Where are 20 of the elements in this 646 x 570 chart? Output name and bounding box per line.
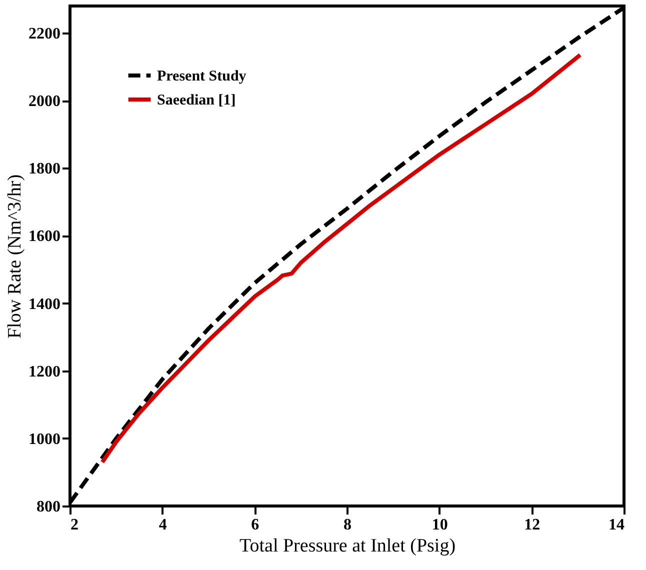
x-tick-label: 6 [251,516,260,534]
y-tick-label: 2000 [28,93,60,110]
legend-label: Saeedian [1] [157,92,236,108]
y-tick-label: 1000 [28,430,60,448]
y-tick-label: 1200 [28,363,60,380]
y-tick-label: 1800 [28,160,60,178]
y-tick-label: 800 [36,498,60,516]
x-tick-label: 2 [70,516,78,534]
x-tick-label: 14 [608,516,624,534]
y-tick-label: 1400 [28,296,60,313]
y-axis-title: Flow Rate (Nm^3/hr) [4,174,26,339]
x-axis-title: Total Pressure at Inlet (Psig) [239,536,456,556]
y-tick-label: 1600 [28,228,60,246]
line-series [100,52,582,464]
legend-label: Present Study [157,68,247,84]
x-tick-label: 4 [158,516,167,534]
x-tick-label: 12 [524,516,540,534]
x-tick-label: 8 [344,516,352,534]
y-tick-label: 2200 [28,26,60,43]
x-tick-label: 10 [432,516,448,534]
